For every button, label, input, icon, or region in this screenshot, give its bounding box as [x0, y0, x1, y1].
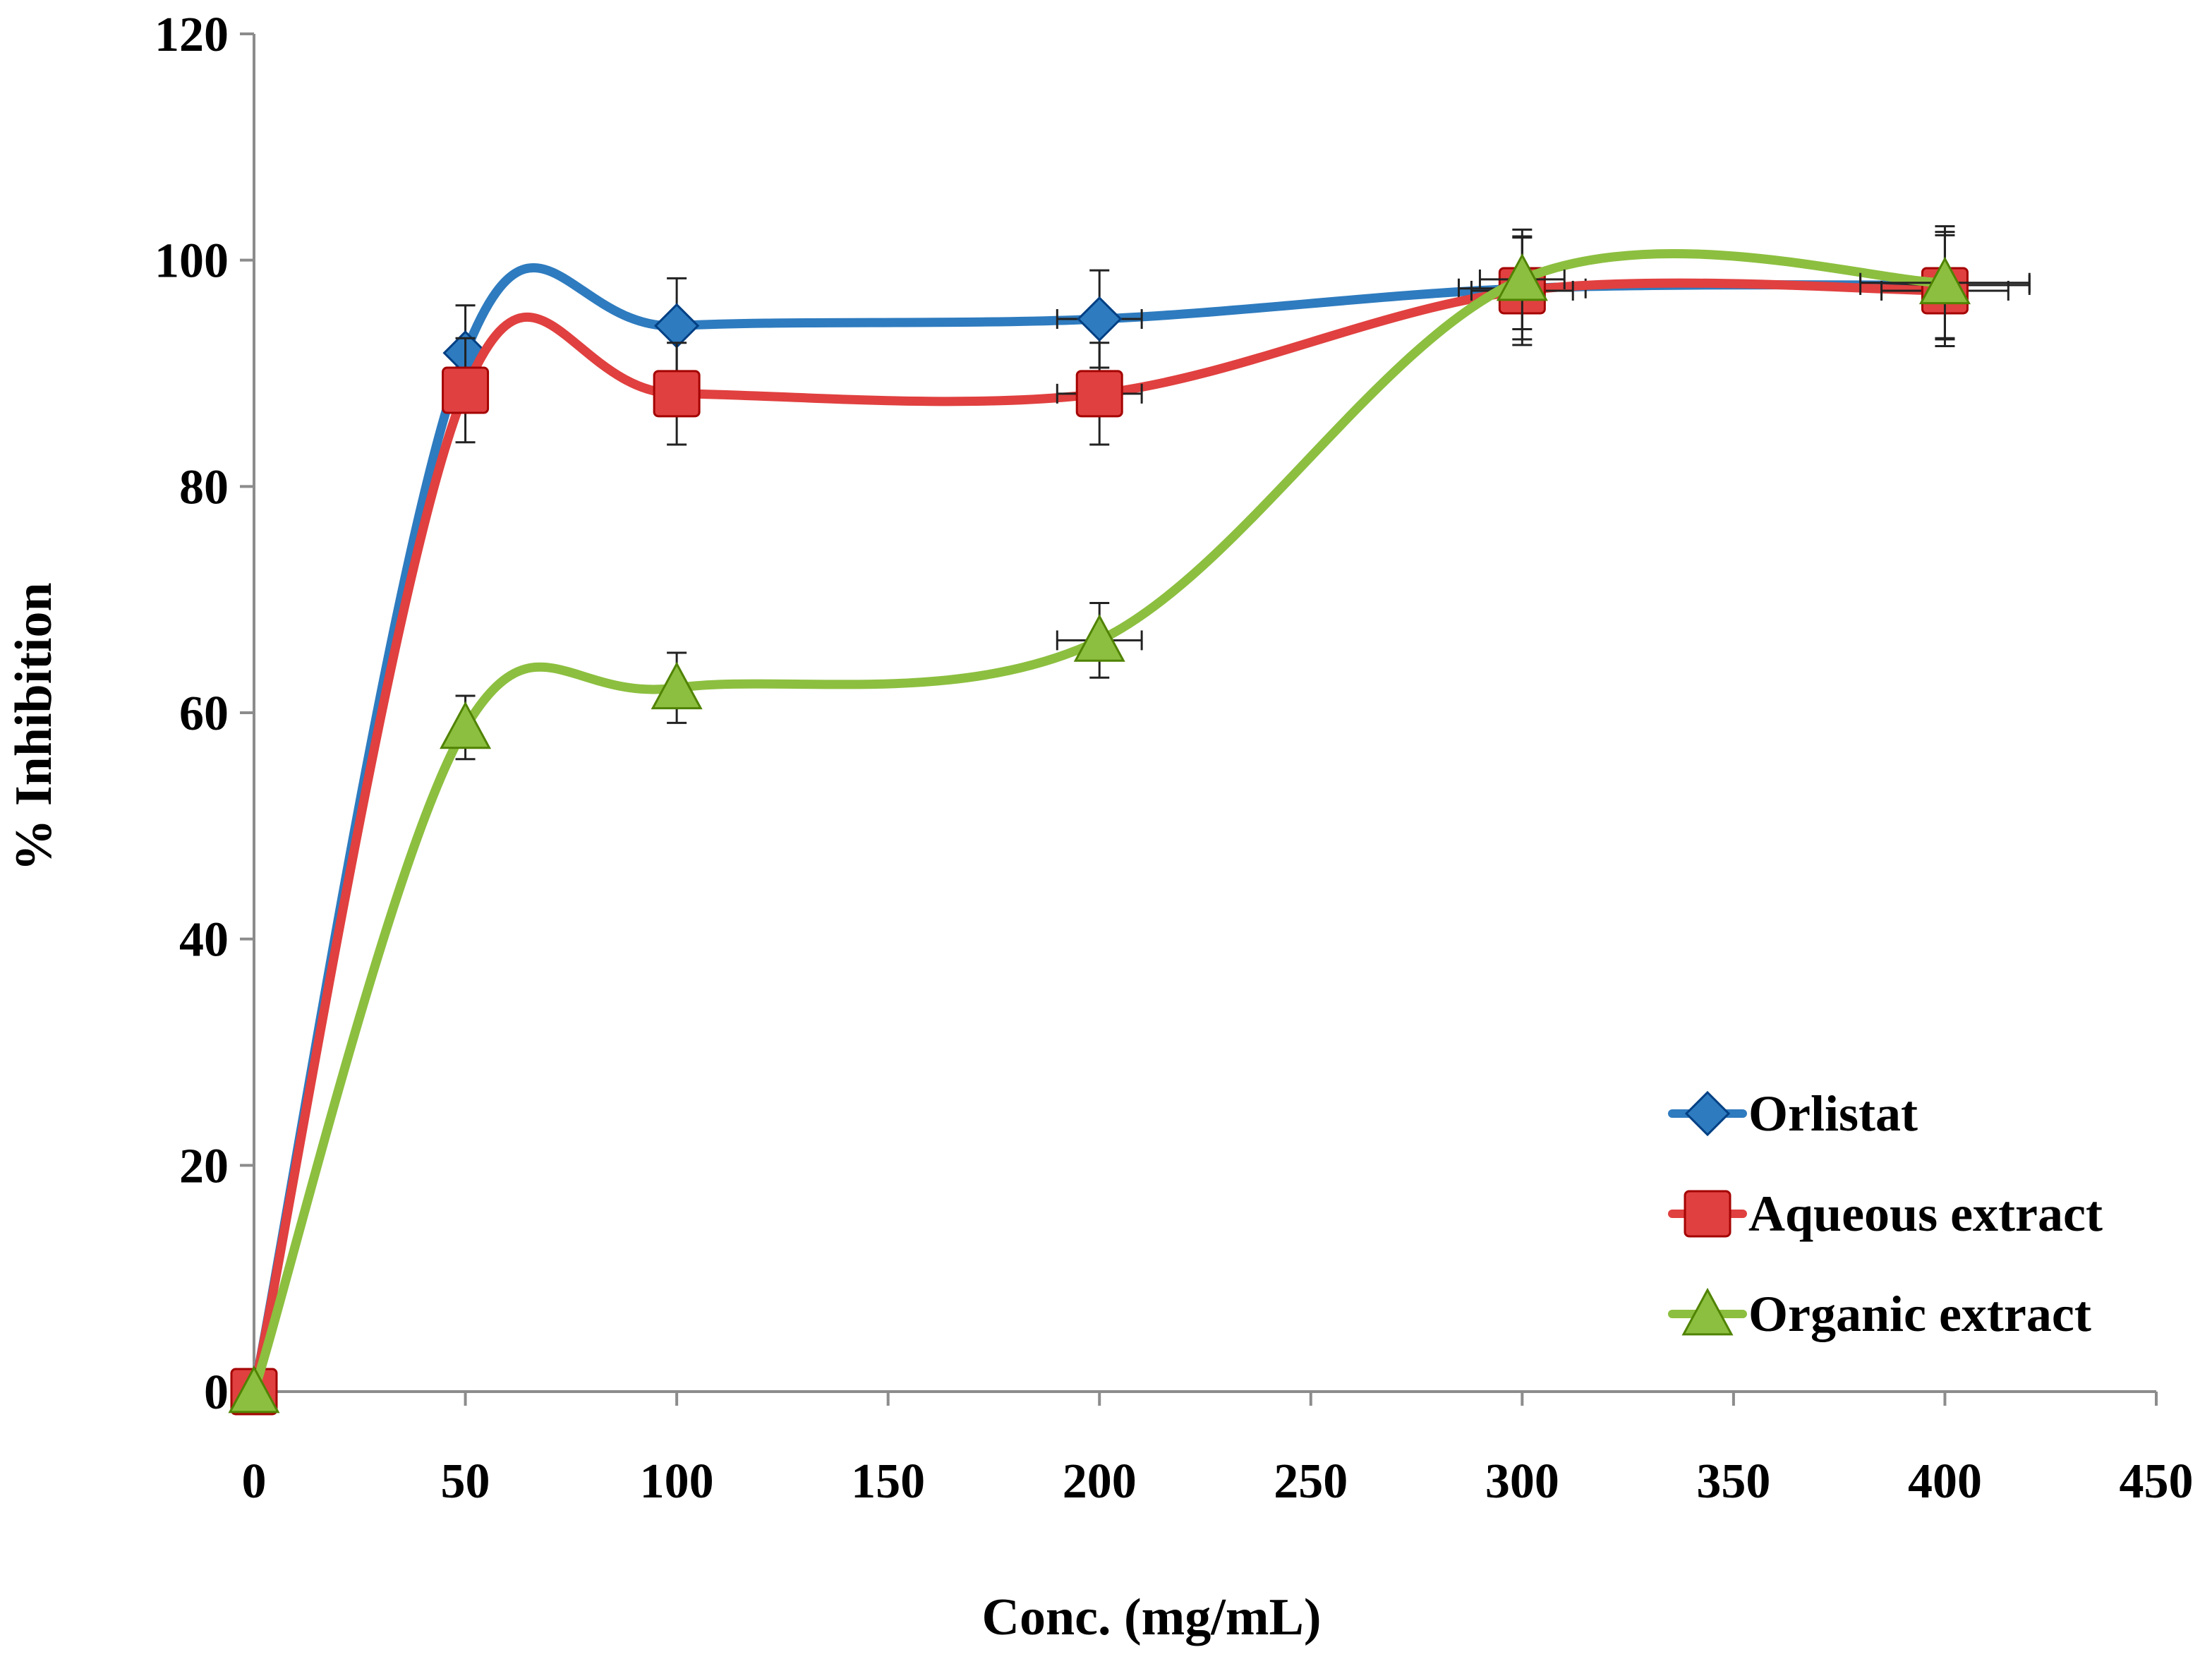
- y-axis-title: % Inhibition: [5, 582, 63, 871]
- y-tick-label: 80: [179, 460, 229, 514]
- data-point: [651, 661, 703, 710]
- x-tick-label: 450: [2120, 1454, 2194, 1509]
- legend-marker: [1684, 1190, 1731, 1238]
- y-tick-label: 60: [179, 687, 229, 741]
- legend-label: Aqueous extract: [1748, 1186, 2103, 1242]
- data-point: [653, 370, 701, 418]
- data-point: [653, 303, 700, 349]
- x-tick-label: 250: [1274, 1454, 1348, 1509]
- legend-item: Orlistat: [1668, 1085, 1918, 1142]
- legend-marker: [1684, 1090, 1731, 1137]
- data-point: [442, 366, 490, 414]
- data-point: [440, 701, 492, 749]
- y-tick-label: 0: [204, 1365, 229, 1420]
- x-tick-label: 350: [1696, 1454, 1770, 1509]
- legend-item: Organic extract: [1668, 1286, 2091, 1342]
- x-tick-label: 150: [851, 1454, 925, 1509]
- data-point: [1077, 296, 1123, 342]
- x-tick-label: 0: [242, 1454, 267, 1509]
- y-tick-label: 120: [155, 8, 229, 62]
- y-tick-label: 100: [155, 234, 229, 289]
- x-tick-label: 400: [1908, 1454, 1982, 1509]
- y-tick-label: 20: [179, 1139, 229, 1193]
- data-point: [228, 1365, 280, 1413]
- data-point: [1075, 370, 1123, 418]
- data-point: [1918, 256, 1971, 305]
- x-tick-label: 300: [1485, 1454, 1559, 1509]
- series-organic-extract: [228, 225, 2031, 1413]
- legend-item: Aqueous extract: [1668, 1186, 2103, 1242]
- x-axis-title: Conc. (mg/mL): [982, 1588, 1322, 1646]
- data-point: [1073, 614, 1125, 662]
- x-tick-label: 50: [441, 1454, 490, 1509]
- x-tick-label: 200: [1063, 1454, 1137, 1509]
- axes: 0 20 40 60 80 100 120 0 50 100 150 200 250 300 350 400 4…: [155, 8, 2194, 1509]
- legend: Orlistat Aqueous extract Organic extract: [1668, 1085, 2103, 1342]
- y-tick-label: 40: [179, 913, 229, 967]
- series-layer: [228, 225, 2031, 1416]
- x-tick-label: 100: [640, 1454, 714, 1509]
- legend-label: Organic extract: [1748, 1286, 2091, 1342]
- series-line: [249, 248, 1950, 1397]
- series-aqueous-extract: [230, 234, 2009, 1416]
- legend-label: Orlistat: [1748, 1085, 1918, 1142]
- legend-marker: [1681, 1287, 1734, 1336]
- data-point: [1496, 253, 1548, 301]
